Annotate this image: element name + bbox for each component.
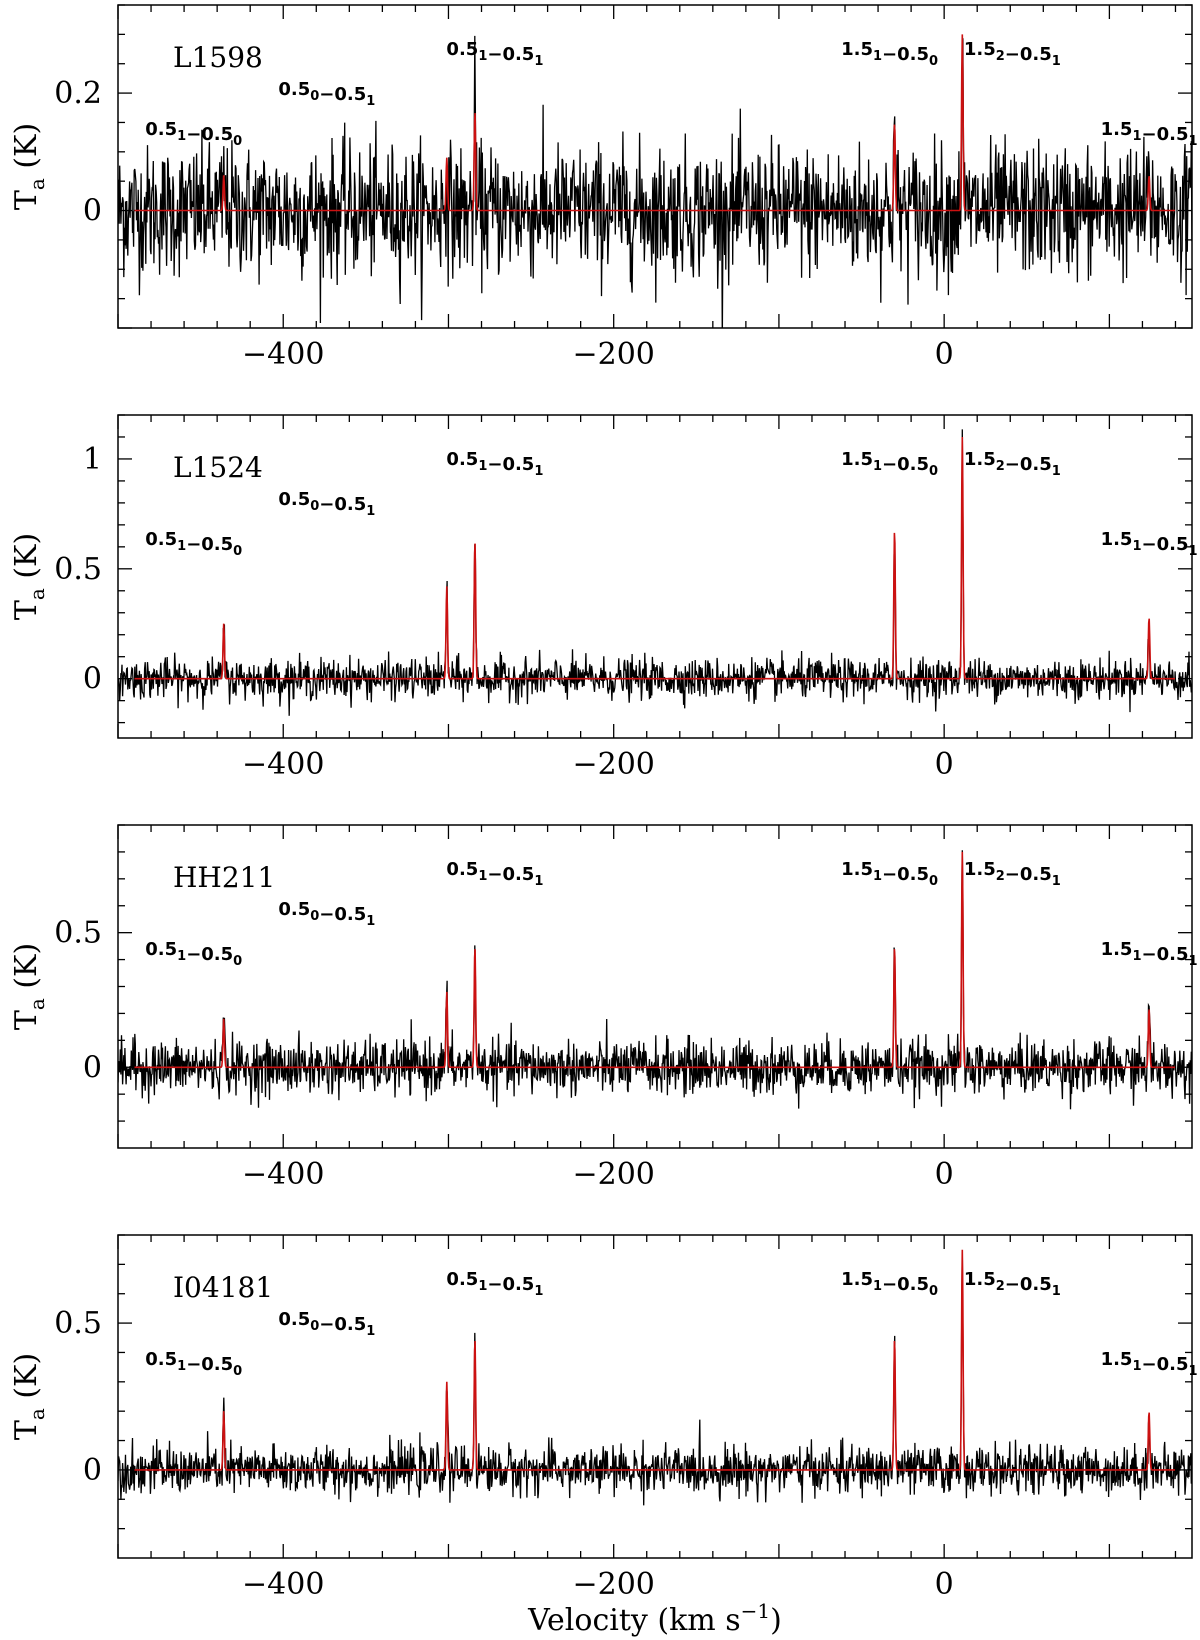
x-tick-label: −200 bbox=[572, 337, 654, 372]
transition-label: 1.51−0.50 bbox=[841, 859, 938, 889]
y-tick-label: 0 bbox=[83, 1050, 102, 1085]
transition-label: 0.51−0.50 bbox=[145, 1349, 242, 1379]
spectrum-trace bbox=[118, 429, 1192, 716]
x-tick-label: −400 bbox=[242, 1567, 324, 1602]
y-tick-label: 0.5 bbox=[54, 916, 102, 951]
transition-label: 1.52−0.51 bbox=[964, 1269, 1061, 1299]
x-tick-label: 0 bbox=[935, 337, 954, 372]
transition-label: 0.51−0.51 bbox=[446, 859, 543, 889]
y-tick-label: 0.2 bbox=[54, 76, 102, 111]
transition-label: 0.50−0.51 bbox=[278, 79, 375, 109]
hfs-fit-trace bbox=[134, 436, 1175, 680]
x-tick-label: −200 bbox=[572, 747, 654, 782]
y-tick-label: 0 bbox=[83, 1453, 102, 1488]
plot-frame bbox=[117, 4, 1193, 329]
transition-label: 0.50−0.51 bbox=[278, 1309, 375, 1339]
x-tick-label: −200 bbox=[572, 1157, 654, 1192]
y-tick-label: 0 bbox=[83, 662, 102, 697]
transition-label: 1.51−0.51 bbox=[1101, 1349, 1198, 1379]
hfs-fit-trace bbox=[134, 851, 1175, 1069]
transition-label: 0.51−0.50 bbox=[145, 529, 242, 559]
spectrum-panel-hh211: −400 −200 0 0 0.5Ta (K) HH211 0.51−0.50 0.50−0.… bbox=[9, 824, 1198, 1192]
transition-label: 0.51−0.50 bbox=[145, 939, 242, 969]
source-name-label: L1524 bbox=[173, 451, 263, 484]
x-tick-label: 0 bbox=[935, 1567, 954, 1602]
transition-label: 0.50−0.51 bbox=[278, 899, 375, 929]
spectrum-panel-l1598: −400 −200 0 0 0.2Ta (K) L1598 0.51−0.50 0.50−0.… bbox=[9, 4, 1198, 372]
spectrum-trace bbox=[118, 35, 1192, 328]
y-tick-label: 0.5 bbox=[54, 1306, 102, 1341]
source-name-label: I04181 bbox=[173, 1271, 273, 1304]
transition-label: 1.51−0.50 bbox=[841, 1269, 938, 1299]
transition-label: 1.51−0.50 bbox=[841, 449, 938, 479]
x-tick-label: 0 bbox=[935, 747, 954, 782]
y-tick-label: 0 bbox=[83, 194, 102, 229]
transition-label: 1.51−0.51 bbox=[1101, 119, 1198, 149]
transition-label: 0.51−0.51 bbox=[446, 1269, 543, 1299]
spectrum-panel-i04181: −400 −200 0 0 0.5Ta (K) I04181 0.51−0.50 0.50−0… bbox=[9, 1234, 1198, 1602]
y-axis-title: Ta (K) bbox=[9, 533, 49, 620]
spectrum-panel-l1524: −400 −200 0 0 0.5 1 Ta (K) L1524 0.51−0.50 0.50−0… bbox=[9, 414, 1198, 782]
x-tick-label: 0 bbox=[935, 1157, 954, 1192]
transition-label: 0.51−0.50 bbox=[145, 119, 242, 149]
transition-label: 1.51−0.50 bbox=[841, 39, 938, 69]
transition-label: 0.51−0.51 bbox=[446, 449, 543, 479]
y-tick-label: 0.5 bbox=[54, 552, 102, 587]
transition-label: 1.52−0.51 bbox=[964, 859, 1061, 889]
transition-label: 1.52−0.51 bbox=[964, 39, 1061, 69]
hfs-fit-trace bbox=[134, 34, 1175, 212]
x-tick-label: −400 bbox=[242, 747, 324, 782]
y-axis-title: Ta (K) bbox=[9, 1353, 49, 1440]
source-name-label: L1598 bbox=[173, 41, 263, 74]
x-tick-label: −200 bbox=[572, 1567, 654, 1602]
x-tick-label: −400 bbox=[242, 1157, 324, 1192]
x-tick-label: −400 bbox=[242, 337, 324, 372]
transition-label: 0.50−0.51 bbox=[278, 489, 375, 519]
spectrum-trace bbox=[118, 850, 1192, 1110]
transition-label: 1.52−0.51 bbox=[964, 449, 1061, 479]
transition-label: 1.51−0.51 bbox=[1101, 939, 1198, 969]
plot-frame bbox=[117, 414, 1193, 739]
hfs-fit-trace bbox=[134, 1249, 1175, 1471]
y-axis-title: Ta (K) bbox=[9, 943, 49, 1030]
source-name-label: HH211 bbox=[173, 861, 275, 894]
plot-frame bbox=[117, 1234, 1193, 1559]
transition-label: 1.51−0.51 bbox=[1101, 529, 1198, 559]
y-tick-label: 1 bbox=[83, 442, 102, 477]
transition-label: 0.51−0.51 bbox=[446, 39, 543, 69]
y-axis-title: Ta (K) bbox=[9, 123, 49, 210]
x-axis-title: Velocity (km s−1) bbox=[527, 1599, 782, 1638]
